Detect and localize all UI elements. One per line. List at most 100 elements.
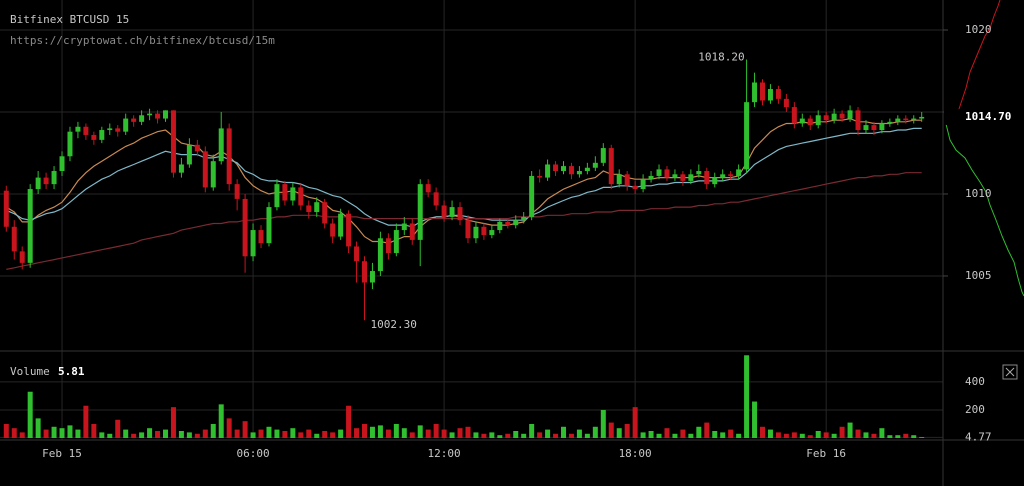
- volume-bar: [274, 429, 280, 438]
- volume-bar: [608, 422, 614, 438]
- volume-bar: [131, 433, 137, 438]
- candle-body: [664, 169, 670, 178]
- volume-bar: [242, 421, 248, 438]
- candle-body: [163, 110, 168, 119]
- volume-bar: [847, 422, 853, 438]
- volume-bar: [441, 429, 447, 438]
- volume-bar: [497, 435, 503, 438]
- volume-bar: [481, 433, 487, 438]
- candle-body: [202, 151, 208, 188]
- volume-bar: [258, 429, 264, 438]
- volume-bar: [760, 426, 765, 438]
- volume-bar: [59, 428, 65, 438]
- candle-body: [760, 82, 765, 101]
- candle-body: [672, 174, 678, 178]
- candle-body: [529, 175, 535, 217]
- candle-body: [807, 118, 813, 126]
- volume-bar: [3, 423, 9, 438]
- candle-body: [505, 221, 511, 226]
- candle-body: [823, 115, 829, 121]
- candle-body: [831, 113, 837, 121]
- candle-body: [903, 118, 909, 121]
- volume-bar: [911, 435, 917, 438]
- volume-bar: [704, 422, 710, 438]
- candle-body: [871, 125, 877, 131]
- volume-bar: [433, 423, 439, 438]
- candle-body: [608, 148, 614, 185]
- candle-body: [616, 174, 622, 185]
- volume-bar: [696, 426, 702, 438]
- candle-body: [123, 118, 129, 132]
- volume-bar: [584, 433, 590, 438]
- candle-body: [186, 144, 192, 165]
- volume-bar: [545, 429, 551, 438]
- candle-body: [513, 220, 519, 226]
- chart-title: Bitfinex BTCUSD 15: [10, 13, 129, 26]
- candle-body: [537, 175, 543, 178]
- volume-bar: [369, 426, 375, 438]
- x-tick-label: Feb 15: [42, 447, 82, 460]
- volume-bar: [919, 437, 925, 438]
- candle-body: [545, 164, 551, 178]
- candle-body: [11, 226, 17, 252]
- candle-body: [919, 116, 925, 119]
- volume-bar: [401, 428, 407, 438]
- volume-bar: [202, 429, 208, 438]
- candle-body: [226, 128, 232, 185]
- volume-bar: [43, 429, 49, 438]
- volume-bar: [346, 405, 352, 438]
- close-icon[interactable]: [1005, 367, 1015, 377]
- volume-bar: [505, 433, 511, 438]
- volume-bar: [35, 418, 41, 438]
- candle-body: [561, 166, 566, 172]
- volume-bar: [775, 432, 781, 438]
- volume-bar: [210, 423, 216, 438]
- close-button[interactable]: [1002, 364, 1018, 380]
- volume-bar: [887, 435, 893, 438]
- candle-body: [51, 171, 57, 185]
- volume-bar: [839, 426, 845, 438]
- candle-body: [377, 238, 383, 272]
- last-price-label: 1014.70: [965, 110, 1011, 123]
- candle-body: [362, 261, 367, 283]
- volume-bar: [330, 432, 336, 438]
- volume-bar: [11, 428, 17, 438]
- volume-bar: [218, 404, 224, 438]
- volume-bar: [553, 433, 559, 438]
- volume-bar: [568, 433, 574, 438]
- candle-body: [250, 230, 256, 257]
- y-tick-label: 200: [965, 403, 985, 416]
- volume-bar: [672, 433, 678, 438]
- candle-body: [43, 177, 49, 185]
- candle-body: [274, 184, 280, 208]
- candle-body: [35, 177, 41, 190]
- candle-body: [775, 89, 781, 99]
- candle-body: [648, 175, 654, 180]
- candle-body: [369, 271, 375, 283]
- volume-bar: [290, 428, 296, 438]
- candle-body: [441, 205, 447, 217]
- candle-body: [322, 202, 328, 224]
- candle-body: [879, 123, 885, 131]
- candle-body: [624, 174, 630, 186]
- candle-body: [568, 166, 574, 175]
- volume-bar: [767, 429, 773, 438]
- volume-bar: [186, 432, 192, 438]
- candle-body: [481, 226, 487, 235]
- x-tick-label: Feb 16: [806, 447, 846, 460]
- moving-average: [6, 127, 922, 228]
- y-tick-label: 1010: [965, 187, 992, 200]
- candle-body: [3, 190, 9, 227]
- volume-bar: [170, 407, 176, 438]
- candle-body: [752, 82, 758, 103]
- candle-body: [27, 189, 33, 263]
- candle-body: [298, 187, 304, 206]
- chart-subtitle: https://cryptowat.ch/bitfinex/btcusd/15m: [10, 34, 275, 47]
- candle-body: [170, 110, 176, 173]
- y-tick-label: 4.77: [965, 430, 992, 443]
- candle-body: [354, 246, 360, 262]
- x-tick-label: 12:00: [428, 447, 461, 460]
- volume-bar: [561, 426, 566, 438]
- moving-average: [6, 172, 922, 270]
